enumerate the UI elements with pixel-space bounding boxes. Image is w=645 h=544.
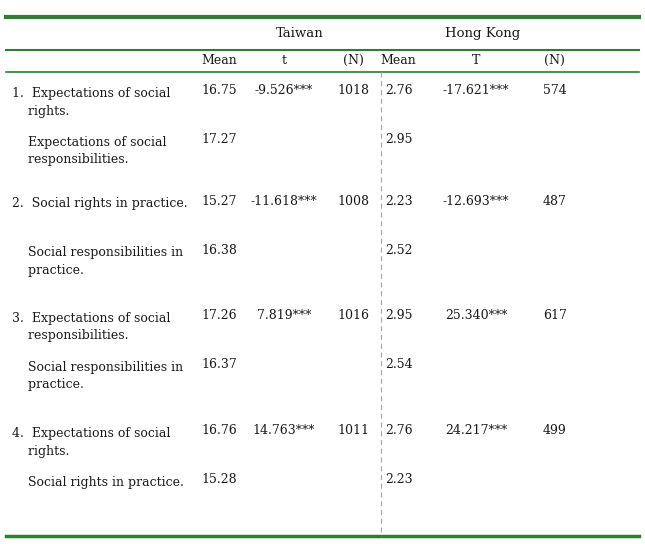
Text: 2.95: 2.95 [385, 309, 412, 322]
Text: -11.618***: -11.618*** [250, 195, 317, 208]
Text: 487: 487 [542, 195, 567, 208]
Text: Taiwan: Taiwan [275, 27, 323, 40]
Text: -12.693***: -12.693*** [442, 195, 510, 208]
Text: 14.763***: 14.763*** [253, 424, 315, 437]
Text: Expectations of social
    responsibilities.: Expectations of social responsibilities. [12, 136, 166, 166]
Text: 617: 617 [542, 309, 567, 322]
Text: 2.54: 2.54 [385, 358, 412, 371]
Text: 2.23: 2.23 [385, 473, 412, 486]
Text: 2.23: 2.23 [385, 195, 412, 208]
Text: 24.217***: 24.217*** [445, 424, 507, 437]
Text: 1.  Expectations of social
    rights.: 1. Expectations of social rights. [12, 87, 170, 118]
Text: 574: 574 [543, 84, 566, 97]
Text: 25.340***: 25.340*** [445, 309, 507, 322]
Text: 1016: 1016 [337, 309, 370, 322]
Text: 2.95: 2.95 [385, 133, 412, 146]
Text: Social responsibilities in
    practice.: Social responsibilities in practice. [12, 361, 183, 391]
Text: 2.  Social rights in practice.: 2. Social rights in practice. [12, 197, 187, 211]
Text: 17.26: 17.26 [201, 309, 237, 322]
Text: 16.76: 16.76 [201, 424, 237, 437]
Text: 1008: 1008 [337, 195, 370, 208]
Text: -9.526***: -9.526*** [255, 84, 313, 97]
Text: Hong Kong: Hong Kong [446, 27, 521, 40]
Text: Mean: Mean [381, 54, 417, 67]
Text: 1018: 1018 [337, 84, 370, 97]
Text: 15.28: 15.28 [201, 473, 237, 486]
Text: t: t [281, 54, 286, 67]
Text: 3.  Expectations of social
    responsibilities.: 3. Expectations of social responsibiliti… [12, 312, 170, 342]
Text: 7.819***: 7.819*** [257, 309, 311, 322]
Text: -17.621***: -17.621*** [442, 84, 510, 97]
Text: 499: 499 [543, 424, 566, 437]
Text: (N): (N) [544, 54, 565, 67]
Text: 16.37: 16.37 [201, 358, 237, 371]
Text: 16.38: 16.38 [201, 244, 237, 257]
Text: 4.  Expectations of social
    rights.: 4. Expectations of social rights. [12, 427, 170, 458]
Text: Social responsibilities in
    practice.: Social responsibilities in practice. [12, 246, 183, 277]
Text: Social rights in practice.: Social rights in practice. [12, 476, 183, 489]
Text: Mean: Mean [201, 54, 237, 67]
Text: 2.52: 2.52 [385, 244, 412, 257]
Text: 2.76: 2.76 [385, 424, 412, 437]
Text: 1011: 1011 [337, 424, 370, 437]
Text: (N): (N) [343, 54, 364, 67]
Text: 17.27: 17.27 [201, 133, 237, 146]
Text: 16.75: 16.75 [201, 84, 237, 97]
Text: T: T [472, 54, 480, 67]
Text: 15.27: 15.27 [201, 195, 237, 208]
Text: 2.76: 2.76 [385, 84, 412, 97]
